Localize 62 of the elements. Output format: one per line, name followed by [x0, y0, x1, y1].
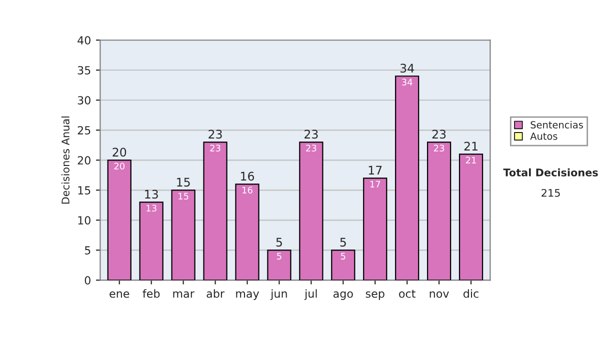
x-tick-label: ene — [110, 291, 130, 298]
bar — [426, 142, 452, 280]
bar — [395, 76, 420, 280]
x-tick-label: oct — [399, 290, 416, 298]
bar — [299, 142, 324, 280]
data-label: 5 — [340, 252, 346, 260]
bar — [331, 250, 356, 280]
legend-label: Sentencias — [530, 120, 583, 128]
bar — [171, 190, 196, 280]
x-tick-label: feb — [142, 289, 160, 298]
data-label: 17 — [370, 180, 380, 188]
total-label: 20 — [112, 148, 126, 157]
total-label: 34 — [400, 64, 414, 73]
legend-label: Autos — [530, 132, 558, 140]
y-tick-label: 20 — [78, 156, 90, 165]
data-label: 23 — [210, 144, 220, 152]
x-tick-label: dic — [464, 289, 478, 298]
total-label: 5 — [276, 238, 282, 247]
x-tick-label: mar — [173, 291, 194, 298]
total-label: 15 — [177, 178, 190, 187]
bar — [267, 250, 292, 280]
bar — [363, 178, 388, 280]
total-label: 5 — [340, 238, 346, 247]
y-tick-label: 0 — [84, 276, 90, 285]
x-tick-label: jul — [304, 289, 317, 300]
bar — [107, 160, 132, 280]
x-tick-label: abr — [206, 289, 224, 298]
bar — [235, 184, 260, 280]
y-tick-label: 25 — [78, 126, 90, 135]
y-tick-label: 15 — [78, 186, 90, 195]
data-label: 21 — [466, 156, 476, 164]
total-label: 23 — [432, 130, 446, 139]
data-label: 23 — [306, 144, 316, 152]
total-label: 21 — [464, 142, 478, 150]
data-label: 16 — [242, 186, 252, 194]
y-tick-label: 30 — [78, 96, 90, 105]
text: 215 — [542, 188, 560, 197]
y-axis-title: Decisiones Anual — [61, 116, 70, 204]
y-tick-label: 10 — [78, 216, 90, 225]
data-label: 34 — [402, 78, 412, 86]
bar — [203, 142, 228, 280]
total-label: 16 — [241, 172, 254, 181]
x-tick-label: sep — [366, 291, 384, 300]
total-label: 17 — [368, 166, 382, 174]
data-label: 15 — [178, 192, 188, 200]
data-label: 5 — [277, 252, 282, 260]
total-label: 23 — [304, 130, 318, 139]
y-tick-label: 40 — [78, 36, 90, 44]
bar — [139, 202, 164, 280]
total-label: 13 — [145, 190, 158, 199]
x-tick-label: may — [236, 291, 260, 300]
bar — [458, 154, 484, 280]
data-label: 23 — [434, 144, 444, 152]
y-tick-label: 5 — [84, 246, 90, 255]
text: Total Decisiones — [503, 168, 598, 176]
total-label: 23 — [208, 130, 222, 139]
data-label: 20 — [114, 162, 125, 170]
x-tick-label: nov — [430, 291, 449, 298]
y-tick-label: 35 — [78, 66, 90, 75]
x-tick-label: ago — [333, 291, 353, 300]
x-tick-label: jun — [270, 289, 287, 300]
data-label: 13 — [146, 204, 156, 212]
